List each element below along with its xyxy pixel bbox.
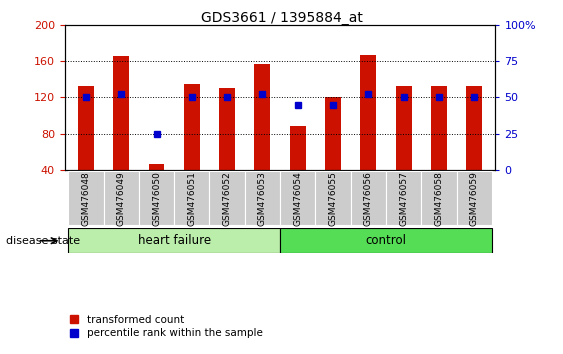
Text: GSM476053: GSM476053 xyxy=(258,172,267,227)
Bar xyxy=(325,97,341,170)
Bar xyxy=(360,55,376,170)
Bar xyxy=(113,56,129,170)
FancyBboxPatch shape xyxy=(280,171,315,225)
Text: GSM476048: GSM476048 xyxy=(82,172,91,226)
Bar xyxy=(254,64,270,170)
Text: GSM476058: GSM476058 xyxy=(435,172,444,227)
Legend: transformed count, percentile rank within the sample: transformed count, percentile rank withi… xyxy=(70,315,262,338)
Text: GSM476056: GSM476056 xyxy=(364,172,373,227)
Text: GSM476049: GSM476049 xyxy=(117,172,126,226)
FancyBboxPatch shape xyxy=(68,171,104,225)
Bar xyxy=(149,164,164,170)
FancyBboxPatch shape xyxy=(386,171,421,225)
Text: GSM476057: GSM476057 xyxy=(399,172,408,227)
Text: heart failure: heart failure xyxy=(137,234,211,247)
FancyBboxPatch shape xyxy=(68,228,280,253)
FancyBboxPatch shape xyxy=(139,171,174,225)
Bar xyxy=(466,86,482,170)
FancyBboxPatch shape xyxy=(174,171,209,225)
FancyBboxPatch shape xyxy=(280,228,492,253)
Text: GSM476052: GSM476052 xyxy=(222,172,231,226)
Text: GSM476059: GSM476059 xyxy=(470,172,479,227)
FancyBboxPatch shape xyxy=(104,171,139,225)
Bar xyxy=(431,86,447,170)
Text: GSM476051: GSM476051 xyxy=(187,172,196,227)
FancyBboxPatch shape xyxy=(209,171,245,225)
Bar xyxy=(290,126,306,170)
Bar xyxy=(219,88,235,170)
Text: GSM476055: GSM476055 xyxy=(329,172,338,227)
Text: GSM476054: GSM476054 xyxy=(293,172,302,226)
FancyBboxPatch shape xyxy=(315,171,351,225)
FancyBboxPatch shape xyxy=(421,171,457,225)
Bar xyxy=(78,86,94,170)
Bar xyxy=(184,84,200,170)
Text: GSM476050: GSM476050 xyxy=(152,172,161,227)
Text: disease state: disease state xyxy=(6,236,80,246)
Text: GDS3661 / 1395884_at: GDS3661 / 1395884_at xyxy=(200,11,363,25)
FancyBboxPatch shape xyxy=(351,171,386,225)
Text: control: control xyxy=(365,234,406,247)
Bar xyxy=(396,86,412,170)
FancyBboxPatch shape xyxy=(245,171,280,225)
FancyBboxPatch shape xyxy=(457,171,492,225)
